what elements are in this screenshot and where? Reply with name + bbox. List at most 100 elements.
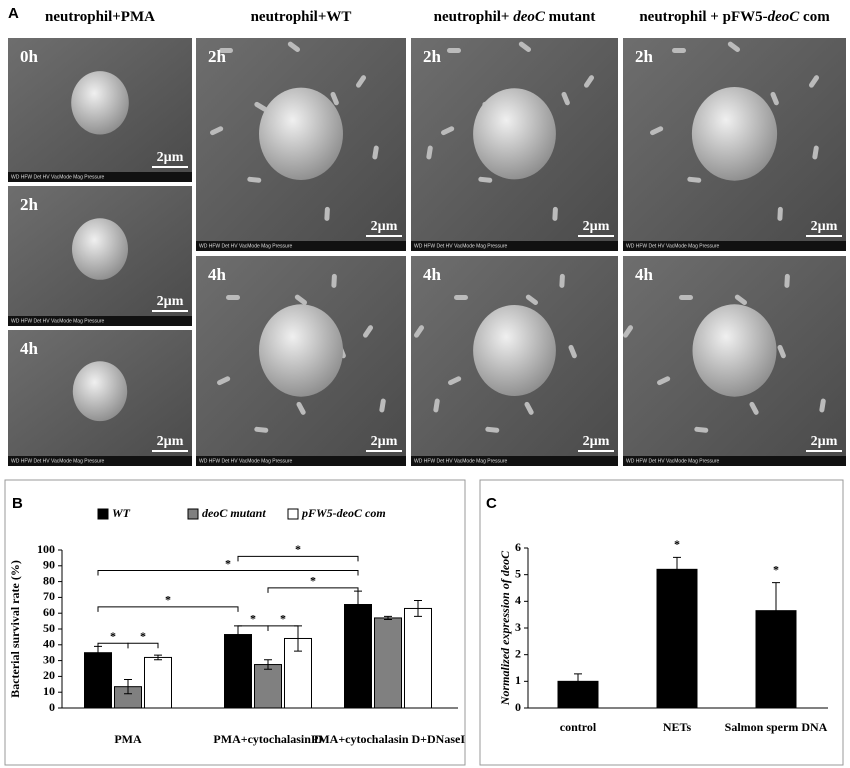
error-bar — [264, 659, 272, 670]
significance-label: * — [110, 629, 116, 643]
header-part: neutrophil + pFW5- — [639, 9, 767, 25]
bacterium — [362, 325, 374, 338]
bacterium — [568, 344, 577, 359]
bacterium — [650, 126, 664, 136]
scale-bar-label: 2µm — [371, 434, 398, 449]
y-tick-label: 50 — [43, 621, 55, 635]
info-bar: WD HFW Det HV VacMode Mag Pressure — [11, 174, 104, 180]
info-strip — [8, 316, 192, 326]
x-tick-label: PMA+cytochalasin D — [213, 732, 322, 746]
time-label: 4h — [20, 339, 39, 358]
bacterium — [447, 48, 461, 53]
info-bar: WD HFW Det HV VacMode Mag Pressure — [626, 458, 719, 464]
significance-label: * — [310, 574, 316, 588]
bacterium — [734, 294, 748, 305]
y-tick-label: 10 — [43, 684, 55, 698]
time-label: 4h — [635, 265, 654, 284]
y-tick-label: 60 — [43, 605, 55, 619]
x-tick-label: NETs — [663, 720, 692, 734]
scale-bar-label: 2µm — [811, 434, 838, 449]
bacterium — [687, 176, 702, 183]
y-tick-label: 30 — [43, 652, 55, 666]
cell — [473, 304, 556, 397]
info-bar: WD HFW Det HV VacMode Mag Pressure — [414, 243, 507, 249]
bacterium — [426, 145, 433, 160]
legend-swatch — [187, 508, 199, 520]
panel-label: B — [12, 495, 23, 512]
scale-bar-label: 2µm — [157, 150, 184, 165]
bacterium — [355, 75, 367, 88]
y-tick-label: 4 — [515, 593, 521, 607]
header-part: deoC — [768, 9, 801, 25]
panel-label: C — [486, 495, 497, 512]
column-header: neutrophil + pFW5-deoC com — [639, 9, 830, 25]
legend-label: deoC mutant — [202, 506, 266, 520]
cell — [473, 88, 556, 180]
info-strip — [196, 241, 406, 251]
info-bar: WD HFW Det HV VacMode Mag Pressure — [11, 458, 104, 464]
error-bar — [414, 600, 422, 617]
legend-swatch — [287, 508, 299, 520]
bacterium — [330, 91, 339, 106]
bacterium — [784, 273, 790, 288]
scale-bar-label: 2µm — [583, 434, 610, 449]
y-tick-label: 20 — [43, 668, 55, 682]
info-strip — [411, 241, 618, 251]
time-label: 4h — [208, 265, 227, 284]
significance-bracket — [97, 570, 359, 576]
scale-bar-label: 2µm — [157, 294, 184, 309]
significance-bracket — [127, 642, 159, 649]
significance-bracket — [267, 625, 299, 631]
error-bar — [154, 654, 162, 661]
error-bar — [772, 582, 780, 640]
bacterium — [561, 91, 570, 106]
bacterium — [770, 91, 779, 106]
bacterium — [294, 294, 308, 305]
error-bar — [124, 679, 132, 695]
bar — [84, 652, 112, 709]
info-strip — [411, 456, 618, 466]
bacterium — [210, 126, 224, 136]
bacterium — [622, 325, 634, 338]
bacterium — [433, 398, 440, 413]
x-tick-label: PMA — [114, 732, 142, 746]
cell — [259, 87, 343, 181]
bacterium — [777, 344, 786, 359]
bacterium — [583, 75, 595, 88]
bacterium — [441, 126, 455, 136]
scale-bar-label: 2µm — [811, 219, 838, 234]
y-tick-label: 100 — [37, 542, 55, 556]
column-header: neutrophil+WT — [251, 9, 352, 25]
bacterium — [254, 101, 268, 112]
info-bar: WD HFW Det HV VacMode Mag Pressure — [414, 458, 507, 464]
significance-label: * — [280, 612, 286, 626]
info-strip — [8, 456, 192, 466]
error-bar — [574, 673, 582, 690]
bacterium — [372, 145, 379, 160]
bacterium — [524, 401, 534, 415]
y-tick-label: 70 — [43, 589, 55, 603]
y-tick-label: 0 — [49, 700, 55, 714]
error-bar — [384, 615, 392, 621]
x-tick-label: Salmon sperm DNA — [725, 720, 828, 734]
bacterium — [478, 176, 493, 183]
info-strip — [196, 456, 406, 466]
bacterium — [331, 273, 337, 288]
bacterium — [819, 398, 826, 413]
legend-label: WT — [112, 506, 131, 520]
cell — [72, 361, 128, 422]
bacterium — [413, 325, 425, 338]
bacterium — [448, 376, 462, 386]
panel-frame — [4, 479, 466, 766]
bacterium — [287, 41, 301, 52]
y-tick-label: 3 — [515, 620, 521, 634]
info-strip — [623, 241, 846, 251]
bacterium — [808, 75, 820, 88]
legend-swatch — [97, 508, 109, 520]
legend-label: pFW5-deoC com — [301, 506, 386, 520]
significance-label: * — [140, 629, 146, 643]
bar — [656, 568, 698, 709]
time-label: 2h — [20, 195, 39, 214]
significance-bracket — [237, 625, 269, 631]
significance-bracket — [267, 587, 359, 593]
